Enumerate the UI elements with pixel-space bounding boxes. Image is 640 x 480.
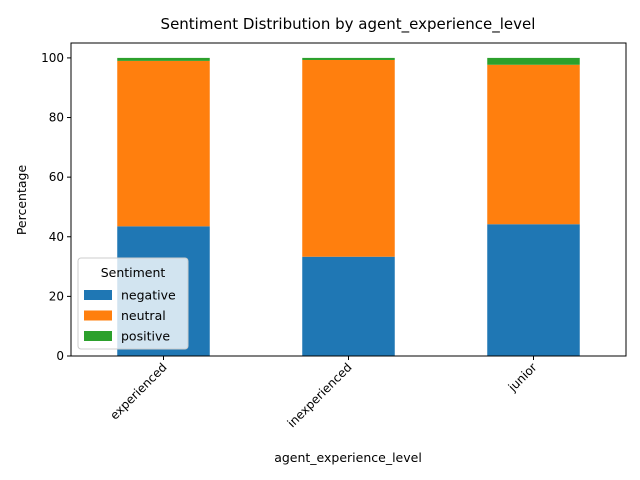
y-tick-label: 80 [49,111,64,125]
legend-label-positive: positive [121,329,170,344]
y-tick-label: 60 [49,170,64,184]
x-axis-label: agent_experience_level [274,450,422,465]
bar-neutral-inexperienced [302,59,395,257]
y-tick-label: 20 [49,289,64,303]
bar-neutral-junior [487,64,580,225]
y-tick-label: 0 [56,349,64,363]
bar-positive-junior [487,57,580,65]
legend-swatch-neutral [84,310,112,321]
chart-title: Sentiment Distribution by agent_experien… [161,15,536,34]
bar-negative-junior [487,224,580,356]
bar-neutral-experienced [117,60,210,227]
legend-swatch-positive [84,331,112,341]
bar-positive-experienced [117,57,210,61]
bar-negative-inexperienced [302,256,395,356]
y-tick-label: 40 [49,230,64,244]
plot-frame [70,42,627,357]
x-axis: experienced inexperienced junior [107,356,540,430]
y-axis-label: Percentage [14,165,29,236]
legend: Sentiment negative neutral positive [77,257,189,350]
legend-label-neutral: neutral [121,308,166,323]
bar-positive-inexperienced [302,57,395,60]
legend-title: Sentiment [101,265,166,280]
x-tick-label: inexperienced [285,360,355,430]
y-axis: 0 20 40 60 80 100 [41,51,71,363]
legend-label-negative: negative [121,288,176,303]
y-tick-label: 100 [41,51,64,65]
legend-swatch-negative [84,290,112,300]
bars-group [117,57,580,356]
legend-box [77,257,189,350]
x-tick-label: experienced [107,360,169,422]
x-tick-label: junior [505,360,540,395]
